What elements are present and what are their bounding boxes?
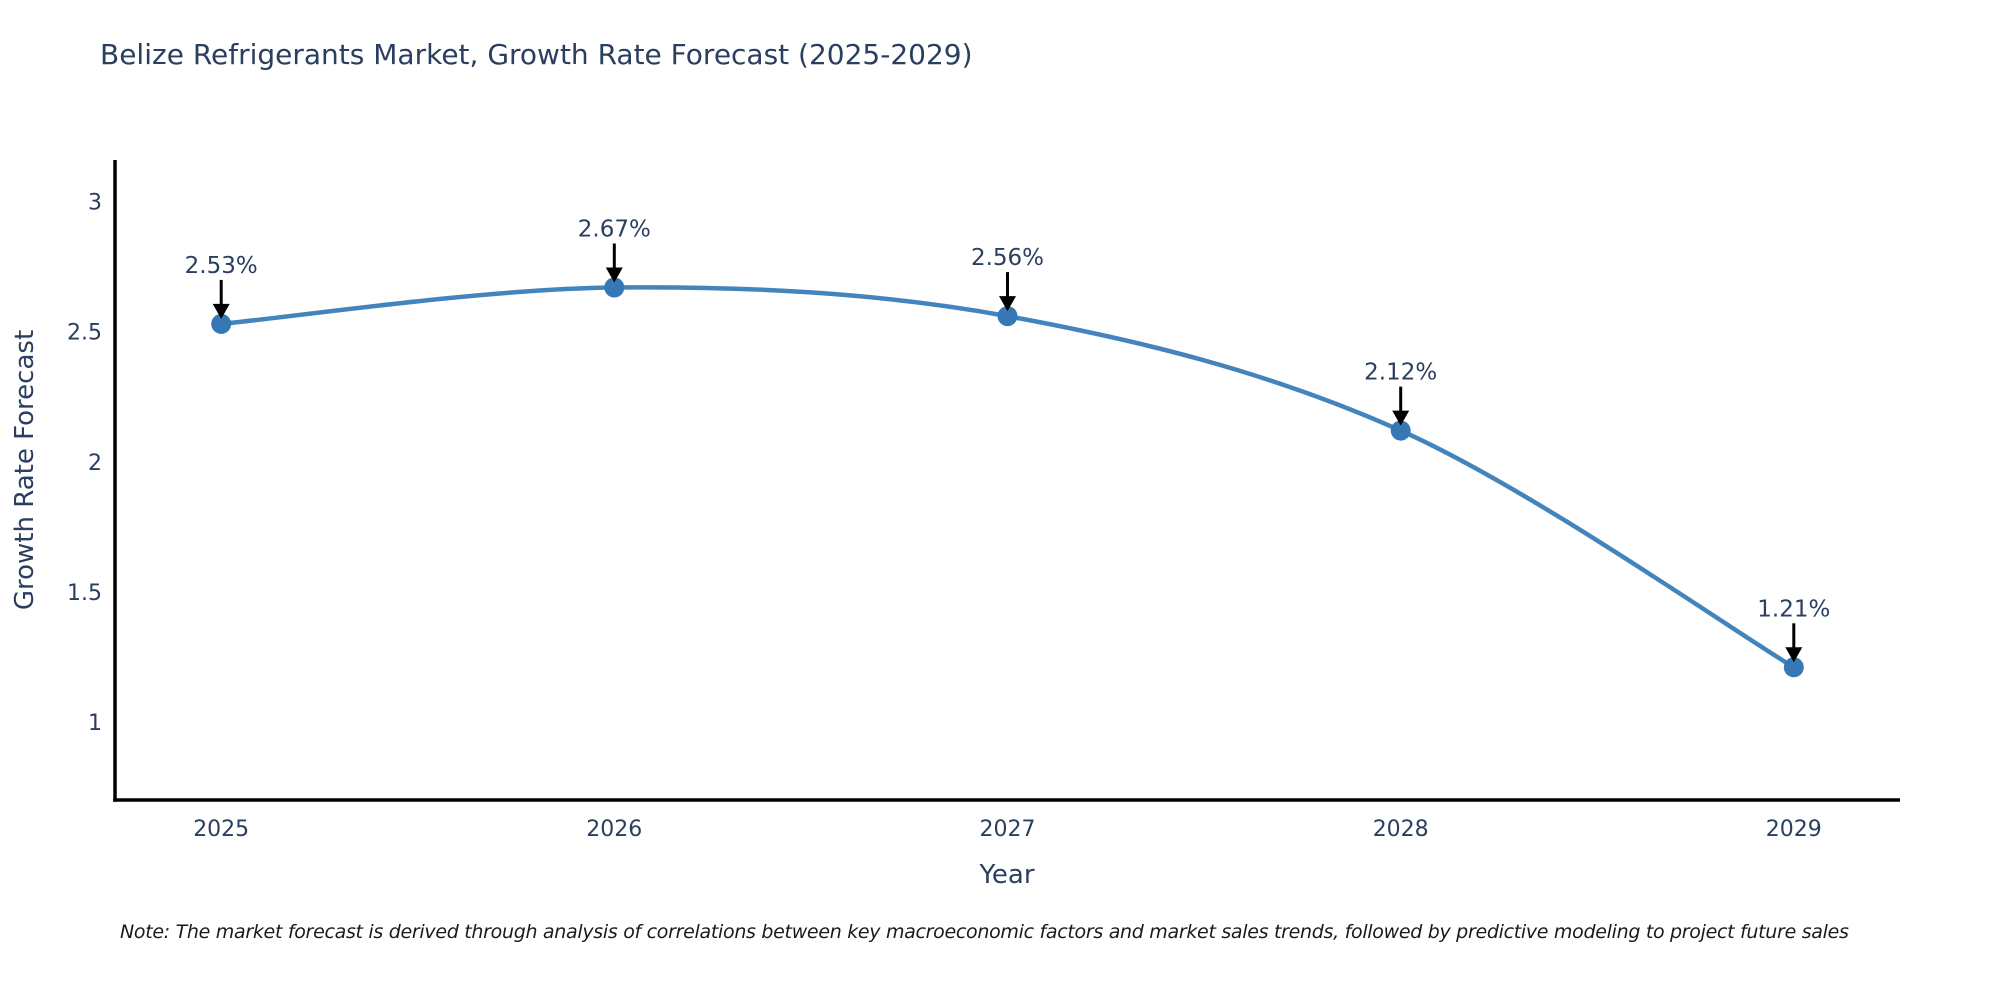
data-point-marker xyxy=(604,277,625,298)
annotation-arrowhead xyxy=(1785,647,1803,663)
x-tick-label: 2027 xyxy=(980,817,1036,842)
data-point-marker xyxy=(997,306,1018,327)
annotation-label: 2.53% xyxy=(185,253,258,279)
data-point-marker xyxy=(1390,420,1411,441)
x-tick-label: 2025 xyxy=(193,817,249,842)
y-tick-label: 2.5 xyxy=(67,321,102,346)
chart-title: Belize Refrigerants Market, Growth Rate … xyxy=(100,38,973,71)
annotation-arrowhead xyxy=(999,296,1016,312)
annotation-label: 2.67% xyxy=(578,217,651,243)
annotation-arrowhead xyxy=(605,267,623,283)
data-point-marker xyxy=(1783,657,1804,678)
y-tick-label: 2 xyxy=(88,451,102,476)
annotation-label: 2.12% xyxy=(1364,360,1437,386)
data-point-marker xyxy=(211,313,232,334)
x-axis-title: Year xyxy=(979,860,1035,890)
annotation-label: 2.56% xyxy=(971,245,1044,271)
y-tick-label: 1 xyxy=(88,711,102,736)
y-tick-label: 3 xyxy=(88,191,102,216)
x-tick-label: 2028 xyxy=(1373,817,1429,842)
footnote: Note: The market forecast is derived thr… xyxy=(120,921,1849,943)
annotation-label: 1.21% xyxy=(1757,596,1830,622)
x-tick-label: 2026 xyxy=(586,817,642,842)
forecast-line xyxy=(218,285,1797,670)
x-tick-label: 2029 xyxy=(1766,817,1822,842)
y-tick-label: 1.5 xyxy=(67,581,102,606)
annotation-arrowhead xyxy=(212,303,230,319)
annotation-arrowhead xyxy=(1392,410,1410,426)
